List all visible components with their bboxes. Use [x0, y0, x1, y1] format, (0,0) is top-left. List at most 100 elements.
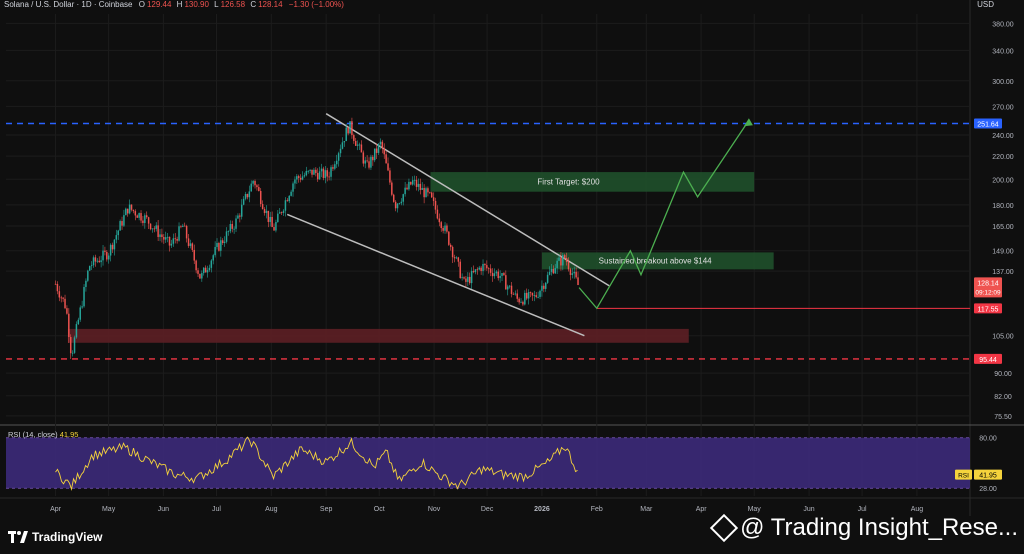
candle-body: [225, 231, 228, 242]
candle-body: [69, 337, 72, 354]
y-tick-label: 105.00: [992, 334, 1014, 341]
currency-label[interactable]: USD: [977, 0, 994, 9]
candle-body: [478, 267, 480, 270]
price-tag-value: 128.14: [977, 280, 999, 287]
level-tag: [974, 118, 1002, 129]
candle-body: [575, 271, 577, 278]
candle-body: [126, 208, 129, 214]
candle-body: [153, 228, 156, 230]
breakout-label: Sustained breakout above $144: [599, 257, 713, 266]
diamond-icon: [710, 513, 739, 543]
candle-body: [353, 135, 355, 141]
candle-body: [463, 277, 465, 279]
candle-body: [472, 271, 475, 273]
candle-body: [389, 170, 391, 183]
high-value: 130.90: [184, 0, 209, 9]
rsi-tag-value: 41.95: [979, 473, 997, 480]
x-tick-label: Oct: [374, 506, 385, 513]
y-tick-label: 380.00: [992, 21, 1014, 28]
rsi-line: [55, 436, 578, 491]
candle-body: [360, 144, 363, 153]
price-chart[interactable]: 75.50 82.00 90.00 105.00 137.00 149.00 165.00 1…: [0, 0, 1024, 516]
candle-body: [145, 215, 148, 218]
candle-body: [307, 170, 309, 172]
candle-body: [284, 200, 287, 211]
candle-body: [220, 240, 222, 251]
candle-body: [176, 238, 178, 241]
x-tick-label: Jun: [803, 506, 814, 513]
candle-body: [354, 140, 357, 146]
candle-body: [537, 296, 539, 298]
candle-body: [248, 191, 251, 198]
candle-body: [529, 292, 532, 293]
candle-body: [467, 276, 469, 282]
candle-body: [109, 244, 112, 256]
candle-body: [550, 269, 553, 272]
candle-body: [311, 169, 313, 175]
candle-body: [358, 144, 361, 146]
x-tick-label: Sep: [320, 506, 333, 513]
candle-body: [339, 148, 342, 154]
candle-body: [123, 215, 125, 226]
candle-body: [275, 222, 277, 231]
candle-body: [180, 226, 182, 228]
x-tick-label: May: [748, 506, 762, 513]
level-tag-label: 251.64: [977, 121, 999, 128]
candle-body: [465, 278, 467, 282]
candle-body: [265, 210, 268, 213]
candle-body: [438, 218, 441, 223]
candle-body: [487, 268, 490, 270]
candle-body: [229, 224, 232, 232]
candle-body: [221, 240, 224, 244]
candle-body: [163, 237, 165, 240]
y-tick-label: 90.00: [994, 371, 1012, 378]
low-value: 126.58: [220, 0, 246, 9]
candle-body: [493, 273, 496, 277]
candle-body: [446, 225, 448, 232]
candle-body: [373, 148, 376, 161]
candle-body: [398, 203, 401, 204]
candle-body: [434, 200, 437, 210]
x-tick-label: Mar: [640, 506, 653, 513]
candle-body: [448, 231, 450, 245]
candle-body: [136, 215, 138, 218]
tradingview-logo[interactable]: TradingView: [8, 530, 102, 544]
candle-body: [172, 238, 175, 244]
y-tick-label: 165.00: [992, 224, 1014, 231]
candle-body: [271, 216, 273, 228]
candle-body: [486, 265, 488, 269]
candle-body: [223, 241, 226, 244]
candle-body: [337, 153, 340, 161]
candle-body: [558, 257, 560, 261]
candle-body: [400, 201, 403, 204]
rsi-axis-label: 28.00: [979, 486, 997, 493]
x-tick-label: Aug: [911, 506, 924, 513]
candle-body: [227, 231, 230, 232]
candle-body: [362, 152, 365, 164]
candle-body: [267, 210, 270, 222]
candle-body: [231, 224, 233, 229]
candle-body: [436, 209, 439, 219]
candle-body: [299, 177, 302, 180]
candle-body: [489, 268, 492, 273]
candle-body: [343, 141, 346, 143]
candle-body: [256, 185, 258, 188]
candle-body: [356, 144, 359, 146]
candle-body: [195, 260, 197, 271]
candle-body: [368, 161, 370, 168]
candle-body: [425, 188, 427, 198]
candle-body: [347, 127, 349, 134]
candle-body: [567, 261, 570, 270]
candle-body: [457, 257, 460, 262]
candle-body: [543, 285, 545, 289]
candle-body: [269, 216, 271, 222]
x-tick-label: May: [102, 506, 116, 513]
candle-body: [330, 167, 332, 177]
candle-body: [480, 267, 482, 271]
candle-body: [142, 220, 144, 223]
candle-body: [187, 238, 190, 246]
level-tag-label: 95.44: [979, 357, 997, 364]
candle-body: [497, 271, 499, 279]
y-tick-label: 270.00: [992, 104, 1014, 111]
candle-body: [394, 201, 397, 209]
